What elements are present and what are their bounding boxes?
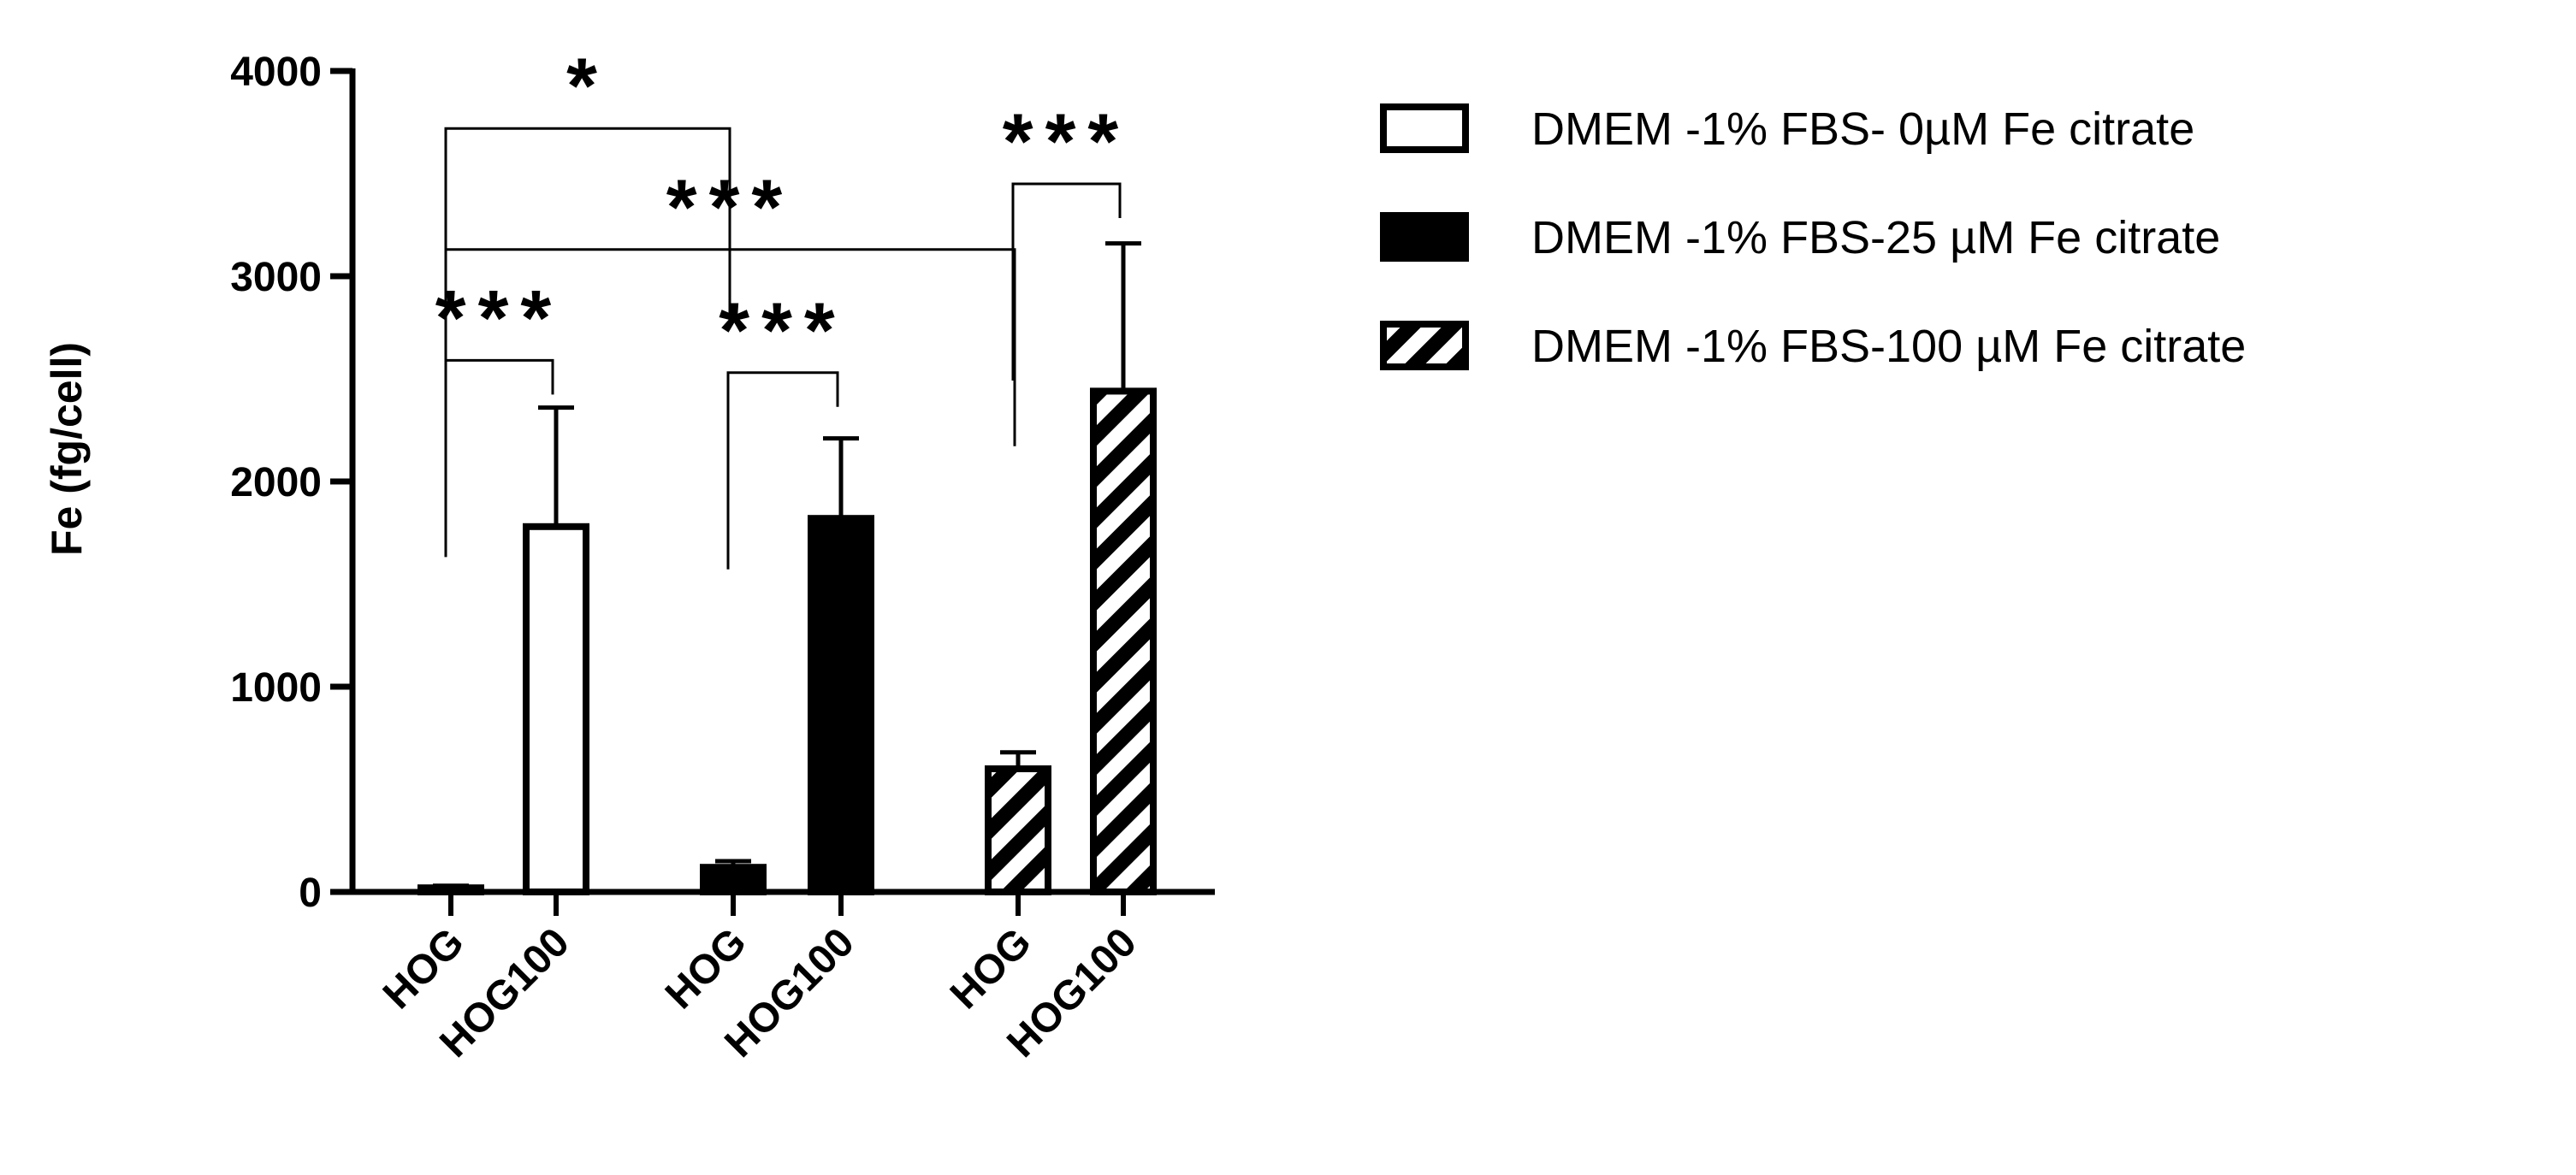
x-tick-label: HOG [375,919,473,1018]
x-tick-label: HOG [657,919,755,1018]
significance-bracket: *** [444,164,1016,446]
significance-annotations: ************* [435,43,1130,570]
bars [417,241,1157,896]
bar [417,884,484,895]
bracket-line [444,127,731,326]
bar [700,864,767,896]
y-tick-label: 1000 [230,665,322,711]
bar [808,515,874,895]
legend-item: DMEM -1% FBS-100 µM Fe citrate [1380,321,2246,372]
legend-item: DMEM -1% FBS- 0µM Fe citrate [1380,103,2194,155]
y-tick-label: 3000 [230,255,322,300]
bar [523,523,589,895]
bracket-line [444,248,1016,446]
legend-label: DMEM -1% FBS- 0µM Fe citrate [1531,103,2194,155]
significance-label: *** [435,275,563,362]
bracket-line [444,358,554,558]
significance-bracket: * [444,43,731,326]
bracket-line [1011,182,1122,381]
x-tick-label: HOG [942,919,1040,1018]
legend-swatch [1380,212,1469,262]
legend-swatch [1380,103,1469,153]
legend-label: DMEM -1% FBS-100 µM Fe citrate [1531,321,2246,372]
y-axis-title: Fe (fg/cell) [43,342,91,556]
significance-bracket: *** [719,287,846,570]
significance-bracket: *** [435,275,563,558]
significance-label: *** [719,287,846,375]
significance-label: *** [1003,98,1130,186]
legend-swatch [1380,321,1469,370]
axes: 0 1000 2000 3000 4000 [230,50,1215,916]
bar [1090,387,1157,895]
legend-label: DMEM -1% FBS-25 µM Fe citrate [1531,212,2220,263]
significance-label: *** [666,164,794,251]
legend: DMEM -1% FBS- 0µM Fe citrate DMEM -1% FBS… [1380,103,2246,372]
y-tick-label: 0 [299,871,322,916]
significance-label: * [566,43,609,130]
bracket-line [726,371,839,570]
significance-bracket: *** [1003,98,1130,381]
bar [985,765,1051,895]
y-tick-label: 2000 [230,460,322,505]
y-tick-label: 4000 [230,50,322,95]
legend-item: DMEM -1% FBS-25 µM Fe citrate [1380,212,2220,263]
